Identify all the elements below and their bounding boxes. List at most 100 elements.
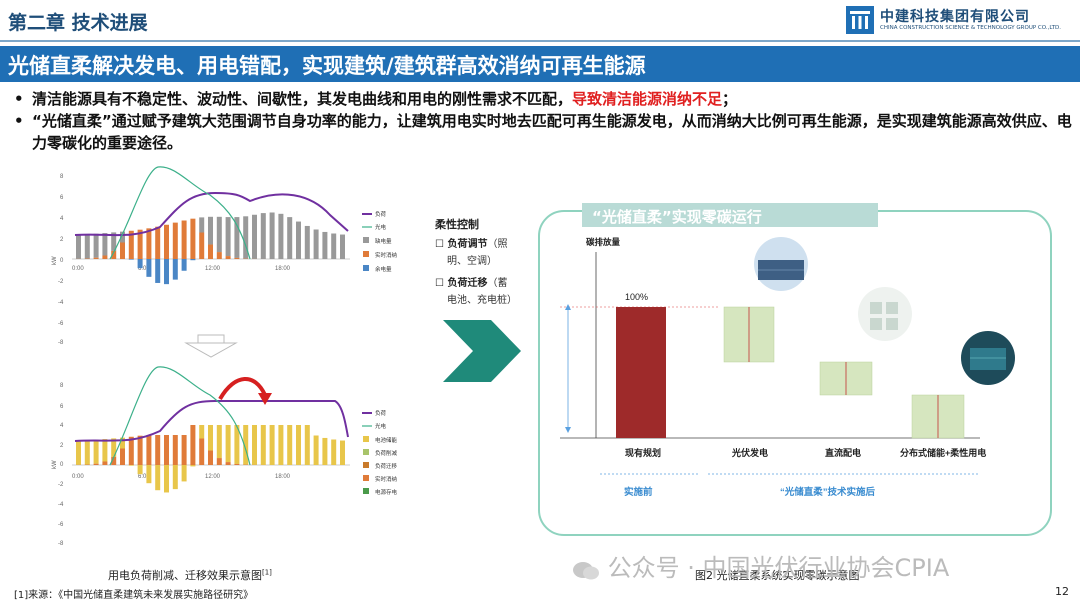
realtime-bar [190,218,196,259]
right-chart-caption: 图2 光储直柔系统实现零碳示意图 [695,569,860,582]
y-tick: -8 [58,541,64,547]
x-tick: 6:00 [138,266,150,272]
realtime-bar [181,220,187,259]
category-label: 现有规划 [625,447,661,458]
dc-equipment-image [858,287,912,341]
x-tick: 18:00 [275,266,291,272]
watermark-text: 公众号 · 中国光伏行业协会CPIA [607,554,950,582]
battery-bar [313,435,319,465]
surplus-bar [155,259,161,283]
realtime-bar [146,228,152,259]
y-unit: kW [52,256,58,265]
watermark: 公众号 · 中国光伏行业协会CPIA [572,548,949,583]
pv-panel-image [754,237,808,291]
battery-bar [278,425,284,465]
shortage-bar [93,233,99,258]
realtime-bar [102,461,108,465]
pv-curve [109,366,251,466]
realtime-bar [199,232,205,259]
realtime-bar [181,435,187,465]
y-tick: -6 [58,522,64,528]
storage-bar [146,465,152,484]
y-tick: -2 [58,279,64,285]
y-tick: 4 [60,216,64,222]
left-chart-caption: 用电负荷削减、迁移效果示意图[1] [108,567,272,583]
shortage-bar [208,216,213,245]
realtime-bar [164,435,169,465]
shortage-bar [120,231,125,243]
x-tick: 0:00 [72,266,84,272]
battery-bar [111,438,117,457]
bullet-1-highlight: 导致清洁能源消纳不足 [572,90,723,108]
flex-item-load-adjust: ☐ 负荷调节（照 明、空调） [435,239,508,267]
page-number: 12 [1055,585,1069,598]
legend-bottom: 负荷 光电 电池储能 负荷削减 负荷迁移 实时消纳 电源存电 [362,409,398,496]
storage-bar [190,465,196,467]
realtime-bar [102,255,108,259]
flex-item-detail: 电池、充电桩） [447,295,517,306]
battery-bar [252,425,257,465]
svg-text:光电: 光电 [375,223,387,231]
flex-control-title: 柔性控制 [435,218,479,231]
shortage-bar [84,234,90,259]
bullet-1-text: 清洁能源具有不稳定性、波动性、间歇性，其发电曲线和用电的刚性需求不匹配， [32,90,573,108]
battery-bar [304,425,310,465]
svg-text:余电量: 余电量 [375,265,392,273]
category-label: 光伏发电 [731,447,768,458]
wechat-icon [572,559,600,580]
battery-bar [340,440,345,465]
shift-arrow [218,377,267,401]
pv-curve [109,166,251,260]
y-tick: 2 [60,237,64,243]
bars-top [76,212,345,285]
x-tick: 12:00 [205,266,221,272]
header-divider [0,40,1080,42]
slide-title: 光储直柔解决发电、用电错配，实现建筑/建筑群高效消纳可再生能源 [8,54,646,78]
realtime-bar [164,224,169,259]
shortage-bar [278,213,284,259]
svg-text:光电: 光电 [375,422,387,430]
y-tick: 0 [60,258,64,264]
battery-bar [331,439,337,465]
svg-text:负荷削减: 负荷削减 [375,449,398,457]
company-name: 中建科技集团有限公司 [880,9,1030,25]
carbon-chart: 碳排放量 100% 现有规划 光伏发电 直流配电 分布式储能+柔性用电 实施前 … [560,237,1015,498]
y-tick: -8 [58,340,64,346]
category-label: 分布式储能+柔性用电 [900,447,986,458]
x-tick: 0:00 [72,474,84,480]
y-tick: -4 [58,300,64,306]
battery-bar [120,437,125,449]
shortage-bar [340,234,345,259]
shortage-bar [243,216,249,259]
flex-item-detail: 明、空调） [447,256,497,267]
shortage-bar [287,217,293,259]
chapter-title: 第二章 技术进展 [8,12,148,34]
y-tick: 6 [60,404,64,410]
svg-text:负荷: 负荷 [375,210,387,218]
chevron-right-icon [443,320,521,382]
realtime-bar [172,435,178,465]
battery-bar [260,425,266,465]
flex-item-detail: （蓄 [487,278,508,289]
realtime-bar [128,230,134,259]
realtime-bar [137,435,143,465]
category-label: 直流配电 [825,447,861,458]
realtime-bar [93,257,99,259]
realtime-bar [208,450,213,465]
chart-top: 8 6 4 2 0 -2 -4 -6 -8 kW 0:00 6:00 12:00… [52,166,398,346]
battery-bar [322,437,328,465]
storage-bar [155,465,161,491]
top-value-label: 100% [625,292,648,302]
realtime-bar [216,458,222,465]
flex-item-head: 负荷调节 [447,239,488,250]
realtime-bar [216,252,222,259]
bullet-1-tail: ； [722,90,738,108]
bar-current-plan [616,307,666,438]
y-axis-label: 碳排放量 [586,237,621,247]
shortage-bar [331,233,337,259]
load-curve [74,400,349,442]
load-curve [74,191,349,237]
surplus-bar [181,259,187,271]
bullet-2: • “光储直柔”通过赋予建筑大范围调节自身功率的能力，让建筑用电实时地去匹配可再生… [14,112,1072,152]
company-name-en: CHINA CONSTRUCTION SCIENCE & TECHNOLOGY … [880,25,1062,31]
